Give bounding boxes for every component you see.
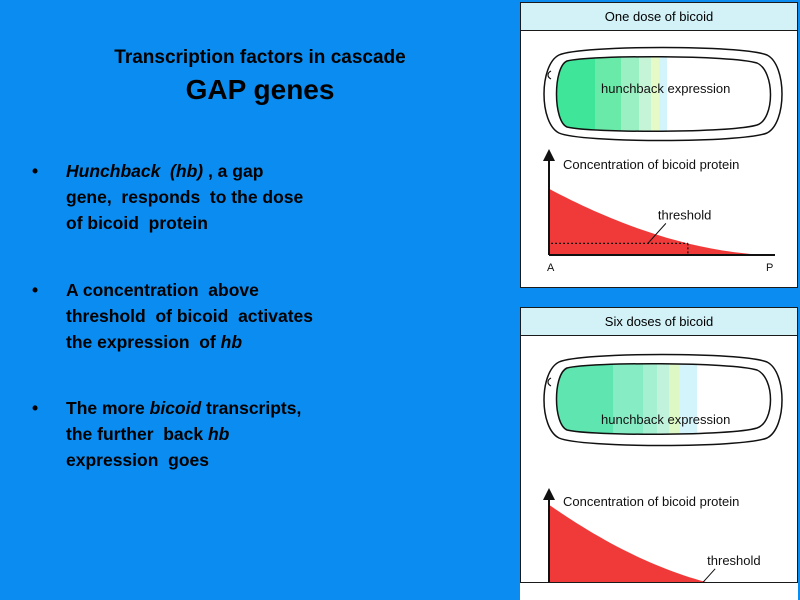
threshold-pointer [647, 223, 667, 244]
panel-six-doses: Six doses of bicoid hunchback expression… [520, 307, 798, 583]
expression-band [659, 56, 667, 132]
text-run: A concentration above [66, 280, 259, 300]
embryo-bands [556, 363, 697, 435]
bullet-dot: • [32, 280, 39, 300]
bullet-line: of bicoid protein [66, 210, 376, 236]
slide-title: Transcription factors in cascade [114, 47, 406, 68]
italic-run: bicoid [149, 398, 202, 418]
concentration-curve [549, 504, 706, 582]
text-run: gene, responds to the dose [66, 187, 304, 207]
expression-band [556, 56, 595, 132]
threshold-label: threshold [658, 207, 711, 222]
expression-band [556, 363, 613, 435]
text-run: The more [66, 398, 150, 418]
embryo-label: hunchback expression [601, 81, 730, 96]
panel-header: Six doses of bicoid [521, 308, 797, 336]
embryo-notch [547, 70, 552, 80]
text-run: threshold of bicoid activates [66, 306, 313, 326]
embryo-label: hunchback expression [601, 412, 730, 427]
embryo-inner-outline [555, 55, 772, 133]
italic-run: Hunchback (hb) [66, 161, 204, 181]
text-run: expression goes [66, 450, 209, 470]
embryo-bands [556, 56, 667, 132]
panel-one-dose: One dose of bicoid hunchback expression … [520, 2, 798, 288]
diagram-six-doses: hunchback expression Concentration of bi… [543, 353, 783, 582]
expression-band [621, 56, 639, 132]
text-run: the further back [66, 424, 208, 444]
y-axis-arrow [543, 149, 555, 161]
chart-label: Concentration of bicoid protein [563, 157, 739, 172]
text-run: of bicoid protein [66, 213, 208, 233]
text-run: transcripts, [201, 398, 302, 418]
bullet-line: gene, responds to the dose [66, 184, 376, 210]
threshold-pointer [702, 568, 716, 582]
expression-band [595, 56, 621, 132]
threshold-label: threshold [707, 553, 760, 568]
expression-band [651, 56, 659, 132]
bullet-line: Hunchback (hb) , a gap [66, 158, 376, 184]
axis-label-p: P [766, 262, 773, 274]
concentration-curve [549, 188, 773, 255]
expression-band [669, 363, 679, 435]
embryo-outline [543, 353, 783, 447]
italic-run: hb [207, 424, 230, 444]
chart-label: Concentration of bicoid protein [563, 494, 739, 509]
slide-subtitle: GAP genes [185, 74, 335, 105]
expression-band [613, 363, 643, 435]
expression-band [639, 56, 651, 132]
expression-band [643, 363, 657, 435]
bullet-line: expression goes [66, 447, 376, 473]
axis-label-a: A [547, 262, 555, 274]
bullet-line: The more bicoid transcripts, [66, 395, 376, 421]
expression-band [679, 363, 697, 435]
diagram-one-dose: hunchback expression Concentration of bi… [543, 46, 783, 274]
bullet-line: A concentration above [66, 277, 376, 303]
embryo-notch [547, 377, 552, 387]
bullet-dot: • [32, 398, 39, 418]
embryo-inner-outline [555, 362, 772, 436]
bullet-line: the further back hb [66, 421, 376, 447]
bullet-text-3: The more bicoid transcripts, the further … [66, 395, 376, 473]
panel-header: One dose of bicoid [521, 3, 797, 31]
bullet-text-1: Hunchback (hb) , a gap gene, responds to … [66, 158, 376, 236]
y-axis-arrow [543, 488, 555, 500]
text-run: , a gap [203, 161, 264, 181]
text-run: the expression of [66, 332, 221, 352]
bullet-line: the expression of hb [66, 329, 376, 355]
bullet-line: threshold of bicoid activates [66, 303, 376, 329]
expression-band [657, 363, 669, 435]
bullet-dot: • [32, 161, 39, 181]
bullet-text-2: A concentration above threshold of bicoid… [66, 277, 376, 355]
panel-footer-strip [520, 583, 798, 600]
embryo-outline [543, 46, 783, 142]
italic-run: hb [220, 332, 243, 352]
